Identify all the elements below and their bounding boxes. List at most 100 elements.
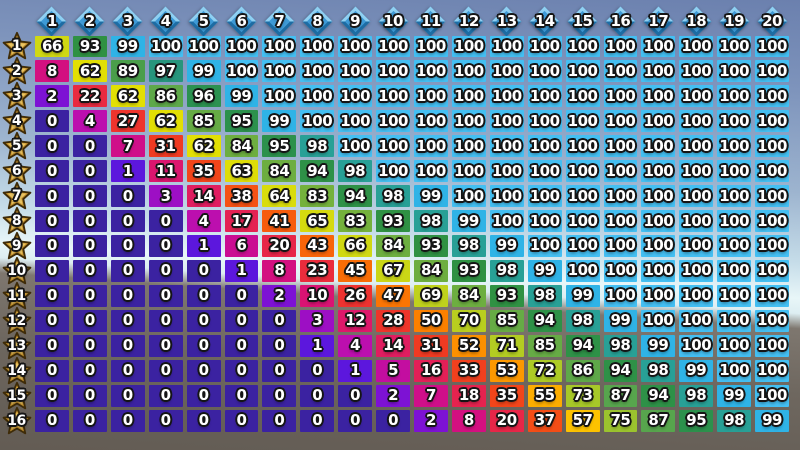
prob-cell-value: 75 bbox=[610, 411, 631, 430]
prob-cell-value: 28 bbox=[383, 311, 403, 330]
prob-cell-value: 100 bbox=[757, 236, 787, 255]
prob-cell: 100 bbox=[526, 34, 564, 59]
prob-cell-value: 100 bbox=[757, 111, 787, 130]
prob-cell: 99 bbox=[412, 184, 450, 209]
prob-cell: 0 bbox=[223, 408, 261, 433]
prob-cell: 6 bbox=[223, 234, 261, 259]
prob-cell-value: 100 bbox=[567, 136, 598, 155]
prob-cell-value: 0 bbox=[84, 411, 95, 430]
prob-cell-value: 99 bbox=[231, 86, 252, 105]
prob-cell: 62 bbox=[71, 59, 109, 84]
prob-cell-value: 100 bbox=[302, 61, 333, 80]
column-header-label: 14 bbox=[534, 11, 555, 30]
prob-cell: 14 bbox=[374, 333, 412, 358]
prob-cell-value: 99 bbox=[686, 361, 707, 380]
prob-cell: 100 bbox=[677, 59, 715, 84]
prob-cell-value: 0 bbox=[122, 261, 133, 280]
prob-cell: 0 bbox=[71, 234, 109, 259]
prob-cell-value: 1 bbox=[198, 236, 209, 255]
prob-cell: 4 bbox=[336, 333, 374, 358]
prob-cell-value: 2 bbox=[274, 286, 285, 305]
prob-cell-value: 100 bbox=[226, 61, 257, 80]
prob-cell-value: 0 bbox=[122, 386, 133, 405]
prob-cell: 100 bbox=[639, 258, 677, 283]
prob-cell: 0 bbox=[260, 333, 298, 358]
prob-cell-value: 0 bbox=[84, 161, 95, 180]
prob-cell-value: 0 bbox=[160, 311, 171, 330]
prob-cell-value: 100 bbox=[757, 336, 787, 355]
prob-cell: 99 bbox=[526, 258, 564, 283]
prob-cell-value: 100 bbox=[757, 136, 787, 155]
prob-cell: 100 bbox=[526, 159, 564, 184]
prob-cell: 100 bbox=[677, 209, 715, 234]
prob-cell-value: 0 bbox=[122, 286, 133, 305]
prob-cell-value: 97 bbox=[155, 61, 176, 80]
prob-cell-value: 100 bbox=[529, 86, 560, 105]
prob-cell-value: 0 bbox=[160, 361, 171, 380]
prob-cell: 100 bbox=[488, 159, 526, 184]
prob-cell: 86 bbox=[564, 358, 602, 383]
prob-cell: 0 bbox=[185, 333, 223, 358]
prob-cell: 75 bbox=[602, 408, 640, 433]
prob-cell-value: 64 bbox=[269, 186, 290, 205]
prob-cell-value: 100 bbox=[340, 61, 371, 80]
prob-cell-value: 100 bbox=[681, 61, 712, 80]
prob-cell-value: 3 bbox=[312, 311, 323, 330]
prob-cell-value: 95 bbox=[686, 411, 707, 430]
prob-cell-value: 100 bbox=[302, 111, 333, 130]
prob-cell-value: 0 bbox=[236, 411, 247, 430]
prob-cell-value: 100 bbox=[416, 61, 446, 80]
prob-cell: 0 bbox=[260, 358, 298, 383]
prob-cell: 100 bbox=[602, 159, 640, 184]
prob-cell: 84 bbox=[374, 234, 412, 259]
prob-cell-value: 0 bbox=[84, 311, 95, 330]
prob-cell: 100 bbox=[412, 59, 450, 84]
prob-cell: 0 bbox=[71, 308, 109, 333]
row-header-label: 16 bbox=[7, 412, 26, 429]
prob-cell-value: 84 bbox=[231, 136, 252, 155]
prob-cell: 100 bbox=[639, 84, 677, 109]
prob-cell-value: 0 bbox=[84, 211, 95, 230]
prob-cell-value: 100 bbox=[681, 161, 712, 180]
prob-cell-value: 84 bbox=[269, 161, 290, 180]
prob-cell-value: 100 bbox=[643, 211, 674, 230]
prob-cell-value: 100 bbox=[605, 86, 636, 105]
prob-cell: 0 bbox=[33, 134, 71, 159]
prob-cell: 62 bbox=[109, 84, 147, 109]
prob-cell-value: 12 bbox=[345, 311, 366, 330]
prob-cell: 100 bbox=[564, 184, 602, 209]
prob-cell: 33 bbox=[450, 358, 488, 383]
prob-cell-value: 98 bbox=[610, 336, 631, 355]
prob-cell-value: 83 bbox=[345, 211, 366, 230]
prob-cell-value: 100 bbox=[643, 311, 674, 330]
prob-cell-value: 0 bbox=[312, 411, 323, 430]
prob-cell: 28 bbox=[374, 308, 412, 333]
row-header-label: 14 bbox=[7, 362, 26, 379]
prob-cell: 100 bbox=[753, 234, 791, 259]
prob-cell: 0 bbox=[185, 283, 223, 308]
prob-cell: 3 bbox=[147, 184, 185, 209]
column-header-label: 12 bbox=[458, 11, 479, 30]
prob-cell: 100 bbox=[564, 134, 602, 159]
prob-cell-value: 100 bbox=[188, 36, 219, 55]
prob-cell: 99 bbox=[450, 209, 488, 234]
prob-cell: 98 bbox=[715, 408, 753, 433]
prob-cell-value: 98 bbox=[534, 286, 555, 305]
prob-cell-value: 33 bbox=[458, 361, 479, 380]
prob-cell: 0 bbox=[223, 308, 261, 333]
prob-cell-value: 100 bbox=[605, 286, 636, 305]
prob-cell-value: 100 bbox=[757, 361, 787, 380]
prob-cell-value: 0 bbox=[274, 336, 285, 355]
prob-cell-value: 100 bbox=[416, 36, 446, 55]
prob-cell-value: 100 bbox=[643, 111, 674, 130]
row-header: 15 bbox=[0, 381, 33, 409]
prob-cell-value: 0 bbox=[84, 286, 95, 305]
prob-cell-value: 100 bbox=[416, 111, 446, 130]
prob-cell: 4 bbox=[185, 209, 223, 234]
prob-cell: 0 bbox=[33, 234, 71, 259]
prob-cell-value: 22 bbox=[79, 86, 100, 105]
prob-cell: 99 bbox=[564, 283, 602, 308]
prob-cell-value: 100 bbox=[453, 161, 484, 180]
prob-cell-value: 100 bbox=[491, 136, 522, 155]
